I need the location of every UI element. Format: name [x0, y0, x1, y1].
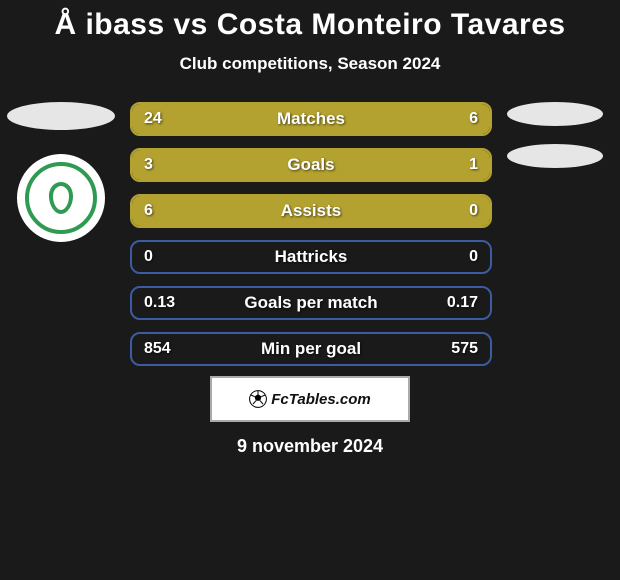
credit-badge: FcTables.com	[210, 376, 410, 422]
stat-bar: 854575Min per goal	[130, 332, 492, 366]
stat-label: Goals per match	[132, 293, 490, 313]
right-column	[500, 102, 620, 168]
club-right-placeholder	[507, 144, 603, 168]
left-column	[0, 102, 120, 242]
stat-bar: 00Hattricks	[130, 240, 492, 274]
main-row: 246Matches 31Goals 60Assists 00Hattricks 0.1…	[0, 102, 620, 366]
page-subtitle: Club competitions, Season 2024	[0, 54, 620, 74]
club-logo-icon	[39, 176, 83, 220]
stat-bar: 60Assists	[130, 194, 492, 228]
soccer-ball-icon	[249, 390, 267, 408]
credit-text: FcTables.com	[271, 391, 370, 408]
stat-label: Goals	[132, 155, 490, 175]
stat-bar: 246Matches	[130, 102, 492, 136]
club-badge-left	[17, 154, 105, 242]
stat-bar: 0.130.17Goals per match	[130, 286, 492, 320]
page-title: Å ibass vs Costa Monteiro Tavares	[0, 8, 620, 42]
stat-label: Assists	[132, 201, 490, 221]
stat-label: Matches	[132, 109, 490, 129]
player-right-placeholder	[507, 102, 603, 126]
comparison-card: Å ibass vs Costa Monteiro Tavares Club c…	[0, 0, 620, 457]
club-badge-left-inner	[25, 162, 97, 234]
date-label: 9 november 2024	[0, 436, 620, 457]
stats-bars: 246Matches 31Goals 60Assists 00Hattricks 0.1…	[120, 102, 500, 366]
stat-label: Min per goal	[132, 339, 490, 359]
player-left-placeholder	[7, 102, 115, 130]
stat-label: Hattricks	[132, 247, 490, 267]
stat-bar: 31Goals	[130, 148, 492, 182]
